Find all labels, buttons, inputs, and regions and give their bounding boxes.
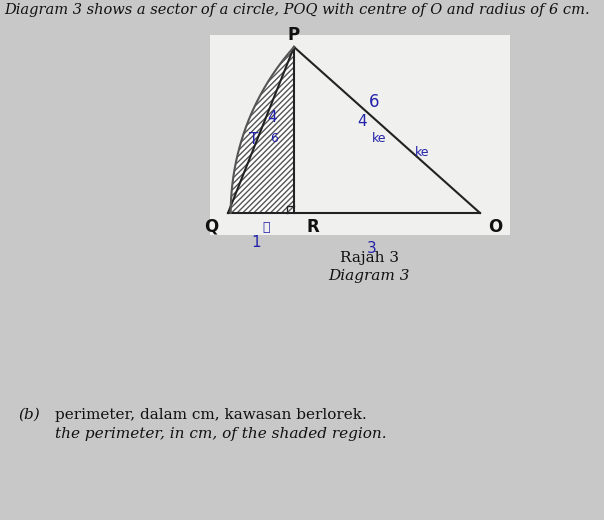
Text: ke: ke <box>415 146 429 159</box>
Text: T: T <box>249 133 259 148</box>
Text: O: O <box>488 218 503 236</box>
Text: the perimeter, in cm, of the shaded region.: the perimeter, in cm, of the shaded regi… <box>55 427 387 441</box>
Text: (b): (b) <box>18 408 40 422</box>
Text: ke: ke <box>371 132 386 145</box>
Text: 6: 6 <box>270 132 278 145</box>
Text: Q: Q <box>204 218 218 236</box>
Text: R: R <box>306 218 319 236</box>
Text: P: P <box>288 26 300 44</box>
Text: 4: 4 <box>267 110 277 125</box>
Text: 4: 4 <box>357 114 367 129</box>
Text: Rajah 3: Rajah 3 <box>339 251 399 265</box>
Text: Diagram 3: Diagram 3 <box>328 269 410 283</box>
Text: perimeter, dalam cm, kawasan berlorek.: perimeter, dalam cm, kawasan berlorek. <box>55 408 367 422</box>
FancyBboxPatch shape <box>210 35 510 235</box>
Text: 3: 3 <box>367 241 377 256</box>
Text: 1: 1 <box>251 235 261 250</box>
Text: Diagram 3 shows a sector of a circle, POQ with centre of O and radius of 6 cm.: Diagram 3 shows a sector of a circle, PO… <box>4 3 590 17</box>
Text: 个: 个 <box>262 221 270 234</box>
Polygon shape <box>228 47 294 213</box>
Text: 6: 6 <box>369 93 379 111</box>
